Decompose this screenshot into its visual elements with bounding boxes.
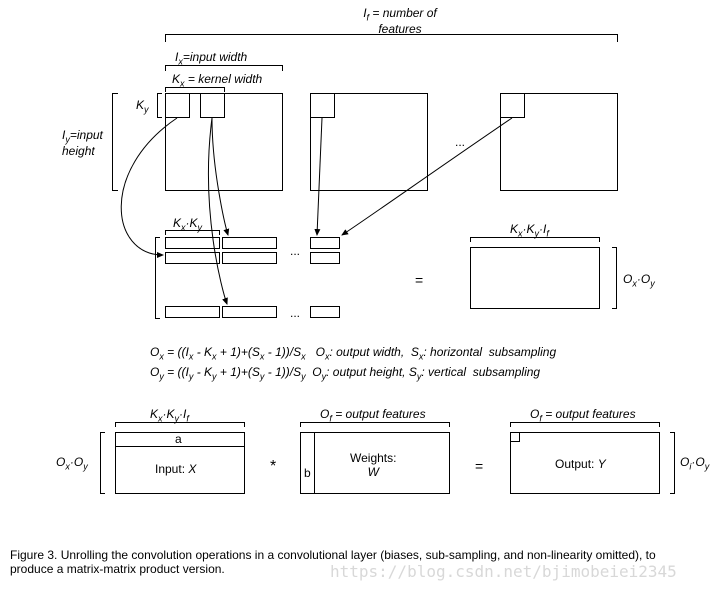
matrix-weights-side-div bbox=[314, 432, 315, 494]
label-input-x: Input: X bbox=[155, 462, 196, 476]
label-a: a bbox=[175, 432, 182, 446]
row-2a bbox=[165, 252, 220, 264]
label-oioy-right: Oi·Oy bbox=[680, 455, 709, 471]
label-ky: Ky bbox=[136, 98, 149, 114]
watermark: https://blog.csdn.net/bjimobeiei2345 bbox=[330, 562, 677, 581]
label-kxkyif-top: Kx·Ky·If bbox=[510, 222, 549, 238]
label-of-1: Of = output features bbox=[320, 407, 426, 423]
label-output-y: Output: Y bbox=[555, 457, 606, 471]
equals-bottom: = bbox=[475, 458, 483, 474]
kernel-sq-2 bbox=[310, 93, 335, 118]
row-1c bbox=[310, 237, 340, 249]
kernel-sq-1b bbox=[200, 93, 225, 118]
label-ix: Ix=input width bbox=[175, 50, 247, 66]
arrows-overlay bbox=[0, 0, 710, 596]
ellipsis-rows-2: ... bbox=[290, 306, 300, 320]
output-corner-sq bbox=[510, 432, 520, 442]
bracket-iy bbox=[112, 93, 118, 191]
matrix-input-header-div bbox=[115, 446, 245, 447]
label-of-2: Of = output features bbox=[530, 407, 636, 423]
matrix-right-mid bbox=[470, 247, 600, 309]
label-kxkyif-bottom: Kx·Ky·If bbox=[150, 407, 189, 423]
ellipsis-top: ... bbox=[455, 135, 465, 149]
row-1b bbox=[222, 237, 277, 249]
eq-ox: Ox = ((Ix - Kx + 1)+(Sx - 1))/Sx Ox: out… bbox=[150, 345, 556, 361]
label-kxky: Kx·Ky bbox=[173, 216, 202, 232]
bracket-oioy-right bbox=[670, 432, 675, 494]
star-bottom: * bbox=[270, 458, 276, 476]
bracket-oxoy-bottom-left bbox=[100, 432, 105, 494]
eq-oy: Oy = ((Iy - Ky + 1)+(Sy - 1))/Sy Oy: out… bbox=[150, 365, 540, 381]
row-3a bbox=[165, 306, 220, 318]
row-2c bbox=[310, 252, 340, 264]
label-kx: Kx = kernel width bbox=[172, 72, 262, 88]
row-3b bbox=[222, 306, 277, 318]
row-3c bbox=[310, 306, 340, 318]
bracket-ky bbox=[157, 93, 162, 118]
bracket-oxoy-right bbox=[612, 247, 617, 309]
row-1a bbox=[165, 237, 220, 249]
label-b: b bbox=[304, 466, 311, 480]
equals-mid: = bbox=[415, 272, 423, 288]
row-2b bbox=[222, 252, 277, 264]
label-oxoy-bottom-left: Ox·Oy bbox=[56, 455, 88, 471]
kernel-sq-1a bbox=[165, 93, 190, 118]
ellipsis-rows-1: ... bbox=[290, 244, 300, 258]
kernel-sq-3 bbox=[500, 93, 525, 118]
label-iy: Iy=inputheight bbox=[62, 128, 103, 158]
bracket-oxoy-left bbox=[155, 237, 160, 319]
label-if: If = number offeatures bbox=[330, 6, 470, 36]
label-weights: Weights:W bbox=[350, 451, 396, 479]
label-oxoy-right: Ox·Oy bbox=[623, 272, 655, 288]
